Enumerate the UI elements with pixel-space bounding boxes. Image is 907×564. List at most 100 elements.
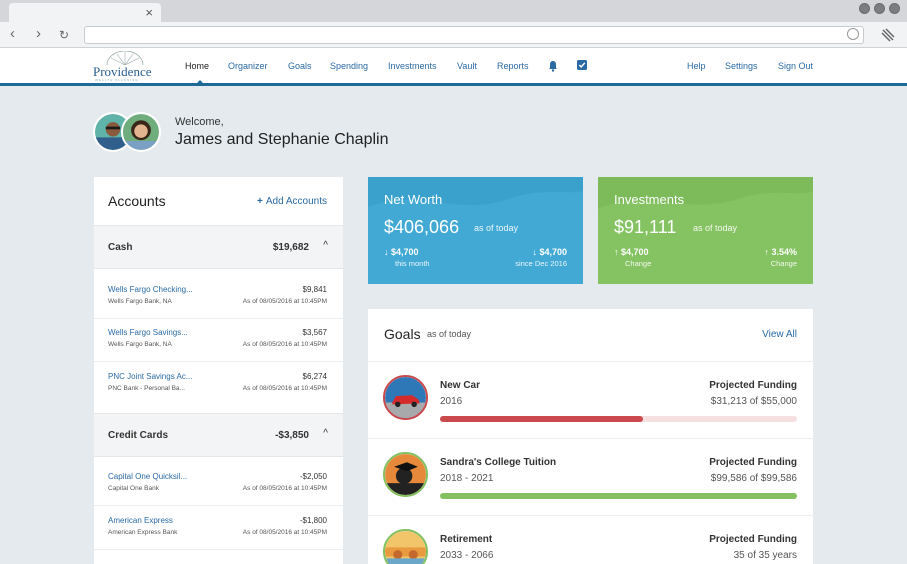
nav-spending[interactable]: Spending (330, 61, 369, 71)
nav-organizer[interactable]: Organizer (228, 61, 268, 71)
net-worth-card[interactable]: Net Worth $406,066 as of today ↓ $4,700 … (368, 177, 583, 284)
extension-icon[interactable] (881, 28, 895, 42)
globe-icon (847, 28, 859, 40)
window-dot-icon[interactable] (874, 3, 885, 14)
checkbox-icon[interactable] (577, 60, 587, 70)
nav-reports[interactable]: Reports (497, 61, 529, 71)
group-cash[interactable]: Cash $19,682 ^ (94, 225, 343, 269)
close-tab-icon[interactable]: × (145, 5, 153, 20)
browser-toolbar: ‹ › ↻ (0, 22, 907, 48)
goal-row[interactable]: Retirement 2033 - 2066 Projected Funding… (368, 515, 813, 564)
avatar-stephanie (121, 112, 161, 152)
nav-goals[interactable]: Goals (288, 61, 312, 71)
investments-value: $91,111 (614, 217, 677, 237)
goal-years: 2033 - 2066 (440, 550, 494, 561)
browser-tab-bar: × (0, 0, 907, 22)
account-balance: $6,274 (302, 372, 327, 381)
net-worth-asof: as of today (474, 223, 519, 233)
account-asof: As of 08/05/2016 at 10:45PM (242, 385, 327, 392)
beach-image (383, 529, 428, 564)
goals-asof: as of today (427, 329, 472, 339)
account-row[interactable]: Wells Fargo Checking... Wells Fargo Bank… (94, 276, 343, 319)
net-worth-change-since: ↓ $4,700 (532, 247, 567, 257)
group-label: Cash (108, 242, 133, 253)
goal-funding-value: $31,213 of $55,000 (710, 396, 797, 407)
view-all-link[interactable]: View All (762, 329, 797, 340)
account-balance: $3,567 (302, 328, 327, 337)
goal-row[interactable]: New Car 2016 Projected Funding $31,213 o… (368, 361, 813, 438)
nav-sign-out[interactable]: Sign Out (778, 61, 814, 71)
wave-decoration (368, 191, 583, 284)
investments-change-value: ↑ $4,700 (614, 247, 649, 257)
net-worth-change-month: ↓ $4,700 (384, 247, 419, 257)
graduate-image (383, 452, 428, 497)
forward-icon[interactable]: › (36, 25, 41, 42)
group-credit-cards[interactable]: Credit Cards -$3,850 ^ (94, 413, 343, 457)
window-controls (859, 3, 900, 14)
sunburst-logo-icon (106, 51, 144, 65)
accounts-header: Accounts + Add Accounts (94, 177, 343, 225)
goal-progress-bar (440, 493, 797, 499)
providence-logo[interactable]: Providence WEALTH PLANNING (93, 51, 157, 83)
goal-funding-label: Projected Funding (709, 457, 797, 468)
goals-title: Goals (384, 326, 421, 342)
group-label: Credit Cards (108, 430, 169, 441)
net-worth-change-month-label: this month (395, 259, 430, 268)
account-row[interactable]: Capital One Quicksil... Capital One Bank… (94, 463, 343, 506)
investments-change-value-label: Change (625, 259, 652, 268)
nav-home[interactable]: Home (185, 61, 210, 71)
goal-funding-label: Projected Funding (709, 380, 797, 391)
car-image (383, 375, 428, 420)
goal-funding-value: 35 of 35 years (733, 550, 797, 561)
welcome-greeting: Welcome, (175, 116, 224, 128)
arrow-up-icon: ↑ (764, 247, 769, 257)
chevron-up-icon[interactable]: ^ (323, 240, 328, 251)
wave-decoration (598, 191, 813, 284)
investments-title: Investments (614, 192, 685, 207)
group-total: -$3,850 (275, 430, 309, 441)
account-name[interactable]: Wells Fargo Savings... (108, 328, 188, 337)
account-row[interactable]: Wells Fargo Savings... Wells Fargo Bank,… (94, 319, 343, 362)
account-name[interactable]: PNC Joint Savings Ac... (108, 372, 193, 381)
account-row[interactable]: PNC Joint Savings Ac... PNC Bank - Perso… (94, 363, 343, 406)
account-asof: As of 08/05/2016 at 10:45PM (242, 529, 327, 536)
bell-icon[interactable] (548, 60, 558, 72)
nav-investments[interactable]: Investments (388, 61, 437, 71)
plus-icon: + (257, 196, 263, 207)
account-name[interactable]: Capital One Quicksil... (108, 472, 188, 481)
goal-funding-value: $99,586 of $99,586 (710, 473, 797, 484)
nav-vault[interactable]: Vault (457, 61, 477, 71)
account-balance: -$2,050 (299, 472, 327, 481)
goal-years: 2018 - 2021 (440, 473, 494, 484)
welcome-name: James and Stephanie Chaplin (175, 131, 389, 148)
account-balance: $9,841 (302, 285, 327, 294)
account-asof: As of 08/05/2016 at 10:45PM (242, 485, 327, 492)
active-nav-indicator (195, 80, 205, 85)
account-row[interactable]: American Express American Express Bank -… (94, 507, 343, 550)
arrow-up-icon: ↑ (614, 247, 619, 257)
goal-name: Sandra's College Tuition (440, 457, 557, 468)
account-bank: Wells Fargo Bank, NA (108, 341, 172, 348)
window-dot-icon[interactable] (859, 3, 870, 14)
net-worth-value: $406,066 (384, 217, 460, 237)
nav-help[interactable]: Help (687, 61, 706, 71)
goal-row[interactable]: Sandra's College Tuition 2018 - 2021 Pro… (368, 438, 813, 515)
add-accounts-button[interactable]: + Add Accounts (257, 196, 327, 207)
account-bank: Wells Fargo Bank, NA (108, 298, 172, 305)
logo-text: Providence (93, 64, 152, 79)
browser-tab[interactable]: × (9, 3, 161, 22)
account-name[interactable]: American Express (108, 516, 173, 525)
logo-tagline: WEALTH PLANNING (95, 78, 139, 82)
back-icon[interactable]: ‹ (10, 25, 15, 42)
reload-icon[interactable]: ↻ (59, 28, 70, 42)
add-accounts-label: Add Accounts (265, 196, 327, 207)
account-name[interactable]: Wells Fargo Checking... (108, 285, 193, 294)
net-worth-title: Net Worth (384, 192, 443, 207)
nav-settings[interactable]: Settings (725, 61, 758, 71)
account-bank: PNC Bank - Personal Ba... (108, 385, 185, 392)
chevron-up-icon[interactable]: ^ (323, 428, 328, 439)
address-bar[interactable] (84, 26, 864, 44)
window-dot-icon[interactable] (889, 3, 900, 14)
investments-card[interactable]: Investments $91,111 as of today ↑ $4,700… (598, 177, 813, 284)
account-bank: American Express Bank (108, 529, 178, 536)
